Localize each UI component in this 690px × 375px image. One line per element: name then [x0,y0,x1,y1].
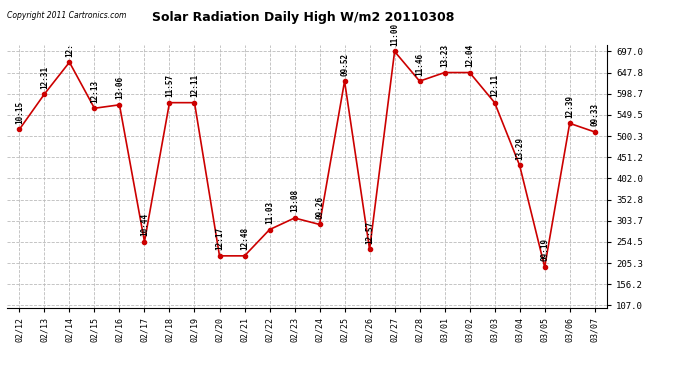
Text: 12:31: 12:31 [40,65,49,88]
Text: 09:33: 09:33 [590,103,599,126]
Text: 13:29: 13:29 [515,137,524,160]
Text: Copyright 2011 Cartronics.com: Copyright 2011 Cartronics.com [7,11,126,20]
Text: 12:17: 12:17 [215,227,224,250]
Text: 12:04: 12:04 [465,44,474,67]
Text: 12:57: 12:57 [365,221,374,244]
Text: 12:11: 12:11 [490,74,499,97]
Text: 13:08: 13:08 [290,189,299,212]
Text: 09:52: 09:52 [340,53,349,76]
Text: 12:48: 12:48 [240,227,249,250]
Text: 13:23: 13:23 [440,44,449,67]
Text: 10:44: 10:44 [140,213,149,236]
Text: 11:57: 11:57 [165,74,174,97]
Text: 12:: 12: [65,43,74,57]
Text: 12:11: 12:11 [190,74,199,97]
Text: 10:15: 10:15 [15,100,24,124]
Text: 09:26: 09:26 [315,196,324,219]
Text: Solar Radiation Daily High W/m2 20110308: Solar Radiation Daily High W/m2 20110308 [152,11,455,24]
Text: 13:06: 13:06 [115,76,124,99]
Text: 12:13: 12:13 [90,80,99,103]
Text: 11:00: 11:00 [390,23,399,46]
Text: 12:39: 12:39 [565,94,574,118]
Text: 11:46: 11:46 [415,53,424,76]
Text: 11:03: 11:03 [265,201,274,224]
Text: 09:19: 09:19 [540,238,549,261]
